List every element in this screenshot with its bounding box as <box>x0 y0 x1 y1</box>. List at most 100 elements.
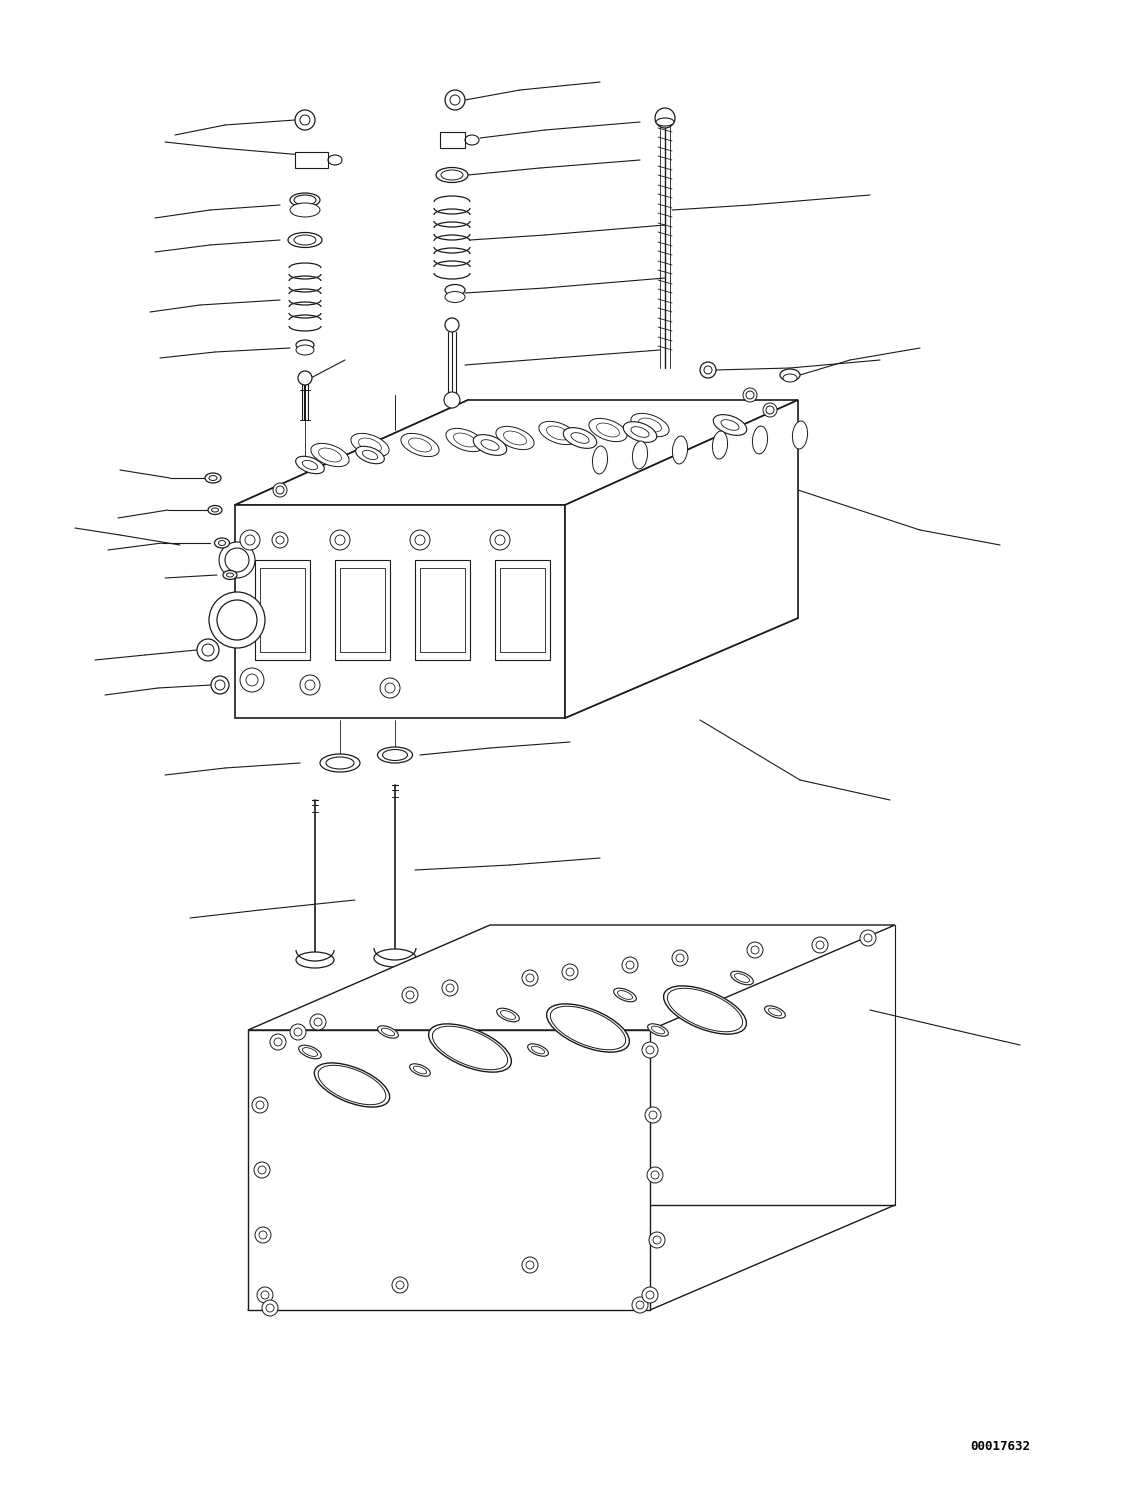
Ellipse shape <box>713 431 728 459</box>
Circle shape <box>445 392 460 409</box>
Circle shape <box>256 1101 264 1109</box>
Circle shape <box>269 1034 287 1051</box>
Circle shape <box>766 406 774 415</box>
Ellipse shape <box>401 434 439 456</box>
Circle shape <box>396 1281 404 1288</box>
Polygon shape <box>340 568 385 652</box>
Circle shape <box>246 675 258 687</box>
Circle shape <box>860 930 875 947</box>
Circle shape <box>445 91 465 110</box>
Circle shape <box>215 681 225 690</box>
Circle shape <box>622 957 638 973</box>
Circle shape <box>300 675 319 695</box>
Circle shape <box>446 984 454 993</box>
Ellipse shape <box>623 422 657 443</box>
Ellipse shape <box>446 428 484 452</box>
Polygon shape <box>500 568 545 652</box>
Ellipse shape <box>648 1024 669 1036</box>
Circle shape <box>747 942 763 958</box>
Ellipse shape <box>296 953 334 967</box>
Ellipse shape <box>481 440 499 450</box>
Circle shape <box>244 535 255 545</box>
Ellipse shape <box>205 473 221 483</box>
Ellipse shape <box>592 446 607 474</box>
Ellipse shape <box>288 232 322 248</box>
Polygon shape <box>415 560 470 660</box>
Circle shape <box>202 643 214 655</box>
Circle shape <box>672 950 688 966</box>
Ellipse shape <box>409 1064 431 1076</box>
Ellipse shape <box>218 541 225 545</box>
Ellipse shape <box>302 1048 317 1057</box>
Ellipse shape <box>294 235 316 245</box>
Circle shape <box>330 531 350 550</box>
Polygon shape <box>420 568 465 652</box>
Ellipse shape <box>764 1006 786 1018</box>
Circle shape <box>642 1287 658 1303</box>
Ellipse shape <box>783 374 797 382</box>
Ellipse shape <box>351 434 389 456</box>
Ellipse shape <box>215 538 230 548</box>
Circle shape <box>415 535 425 545</box>
Circle shape <box>700 363 716 377</box>
Ellipse shape <box>497 1008 520 1022</box>
Ellipse shape <box>713 415 747 435</box>
Circle shape <box>305 681 315 690</box>
Circle shape <box>562 964 578 979</box>
Circle shape <box>495 535 505 545</box>
Circle shape <box>763 403 777 418</box>
Polygon shape <box>255 560 310 660</box>
Ellipse shape <box>290 193 319 207</box>
Circle shape <box>752 947 760 954</box>
Circle shape <box>240 669 264 692</box>
Ellipse shape <box>408 438 431 452</box>
Ellipse shape <box>496 426 534 450</box>
Ellipse shape <box>318 1065 385 1104</box>
Circle shape <box>646 1046 654 1054</box>
Ellipse shape <box>631 413 669 437</box>
Circle shape <box>646 1291 654 1299</box>
Ellipse shape <box>435 168 468 183</box>
Circle shape <box>450 95 460 106</box>
Circle shape <box>812 938 828 953</box>
Polygon shape <box>335 560 390 660</box>
Ellipse shape <box>226 574 233 577</box>
Polygon shape <box>248 924 895 1030</box>
Circle shape <box>272 532 288 548</box>
Ellipse shape <box>617 991 632 1000</box>
Circle shape <box>211 676 229 694</box>
Circle shape <box>626 961 634 969</box>
Polygon shape <box>235 400 798 505</box>
Circle shape <box>219 542 255 578</box>
Circle shape <box>217 600 257 640</box>
Ellipse shape <box>597 424 620 437</box>
Circle shape <box>677 954 684 961</box>
Circle shape <box>276 486 284 493</box>
Circle shape <box>649 1232 665 1248</box>
Ellipse shape <box>432 1027 507 1070</box>
Circle shape <box>645 1107 661 1123</box>
Circle shape <box>310 1013 326 1030</box>
Ellipse shape <box>563 428 597 449</box>
Ellipse shape <box>294 195 316 205</box>
Ellipse shape <box>299 1045 322 1060</box>
Ellipse shape <box>721 419 739 431</box>
Circle shape <box>522 970 538 987</box>
Circle shape <box>240 531 260 550</box>
Ellipse shape <box>381 1028 395 1036</box>
Circle shape <box>314 1018 322 1025</box>
Circle shape <box>402 987 418 1003</box>
Circle shape <box>266 1305 274 1312</box>
Circle shape <box>652 1171 659 1178</box>
Ellipse shape <box>504 431 526 444</box>
Ellipse shape <box>358 438 381 452</box>
Circle shape <box>526 973 534 982</box>
Ellipse shape <box>302 461 317 470</box>
Polygon shape <box>294 152 327 168</box>
Ellipse shape <box>441 169 463 180</box>
Ellipse shape <box>632 441 648 470</box>
Circle shape <box>225 548 249 572</box>
Circle shape <box>864 935 872 942</box>
Circle shape <box>655 108 675 128</box>
Circle shape <box>298 372 312 385</box>
